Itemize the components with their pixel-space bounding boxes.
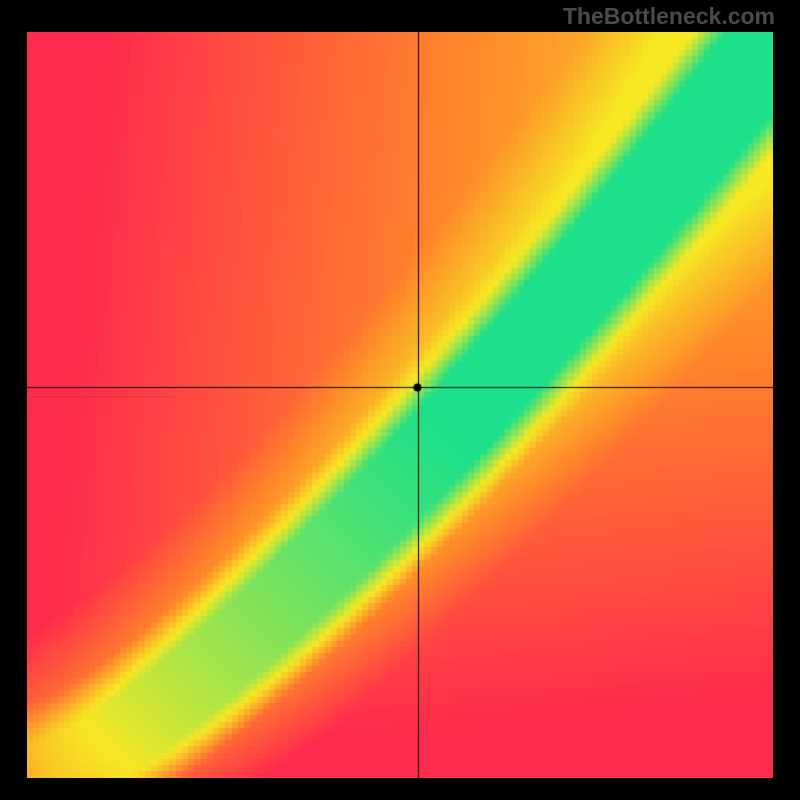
bottleneck-heatmap xyxy=(27,32,773,778)
chart-container: TheBottleneck.com xyxy=(0,0,800,800)
watermark-text: TheBottleneck.com xyxy=(563,3,775,30)
